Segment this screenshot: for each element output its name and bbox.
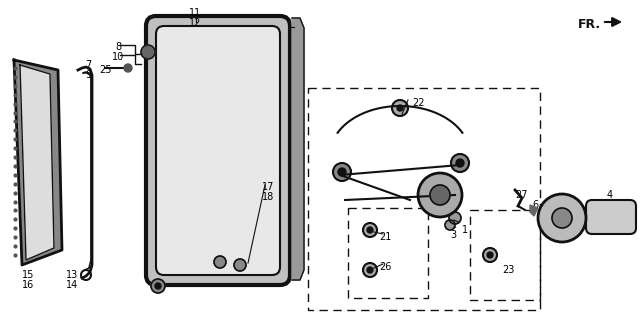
Circle shape [363, 223, 377, 237]
Circle shape [397, 105, 403, 111]
Polygon shape [530, 205, 538, 216]
Circle shape [451, 154, 469, 172]
Text: 4: 4 [607, 190, 613, 200]
Text: 20: 20 [292, 35, 304, 45]
Text: 6: 6 [532, 200, 538, 210]
Circle shape [151, 279, 165, 293]
Polygon shape [20, 65, 54, 260]
Circle shape [363, 263, 377, 277]
FancyBboxPatch shape [146, 16, 290, 285]
Circle shape [449, 212, 461, 224]
Text: 10: 10 [112, 52, 124, 62]
Text: 24: 24 [152, 283, 164, 293]
Circle shape [333, 163, 351, 181]
Circle shape [418, 173, 462, 217]
Circle shape [214, 256, 226, 268]
Circle shape [124, 64, 132, 72]
Text: 12: 12 [189, 18, 201, 28]
Circle shape [552, 208, 572, 228]
Text: 3: 3 [450, 230, 456, 240]
Bar [308, 88, 540, 310]
Circle shape [367, 227, 373, 233]
Text: 5: 5 [572, 225, 578, 235]
Text: 16: 16 [22, 280, 34, 290]
Circle shape [445, 220, 455, 230]
Text: 22: 22 [412, 98, 424, 108]
Circle shape [430, 185, 450, 205]
Circle shape [487, 252, 493, 258]
Text: 17: 17 [262, 182, 274, 192]
Text: 14: 14 [66, 280, 78, 290]
Text: 23: 23 [502, 265, 514, 275]
Text: 27: 27 [516, 190, 528, 200]
Text: 19: 19 [292, 25, 304, 35]
FancyBboxPatch shape [586, 200, 636, 234]
Text: 2: 2 [450, 220, 456, 230]
Text: 1: 1 [462, 225, 468, 235]
Polygon shape [14, 60, 62, 265]
Text: 15: 15 [22, 270, 34, 280]
Bar [348, 208, 428, 298]
Circle shape [141, 45, 155, 59]
Bar [470, 210, 540, 300]
Circle shape [392, 100, 408, 116]
Circle shape [483, 248, 497, 262]
Polygon shape [292, 18, 304, 280]
Text: 13: 13 [66, 270, 78, 280]
FancyArrowPatch shape [605, 18, 620, 26]
Circle shape [456, 159, 464, 167]
Circle shape [538, 194, 586, 242]
Circle shape [367, 267, 373, 273]
Text: 21: 21 [379, 232, 391, 242]
Circle shape [234, 259, 246, 271]
Text: 26: 26 [379, 262, 391, 272]
Text: 11: 11 [189, 8, 201, 18]
Text: 18: 18 [262, 192, 274, 202]
Text: 9: 9 [85, 70, 91, 80]
Text: 25: 25 [99, 65, 111, 75]
FancyBboxPatch shape [156, 26, 280, 275]
Text: 8: 8 [115, 42, 121, 52]
Text: 7: 7 [85, 60, 91, 70]
Text: FR.: FR. [578, 18, 601, 31]
Circle shape [338, 168, 346, 176]
Circle shape [155, 283, 161, 289]
